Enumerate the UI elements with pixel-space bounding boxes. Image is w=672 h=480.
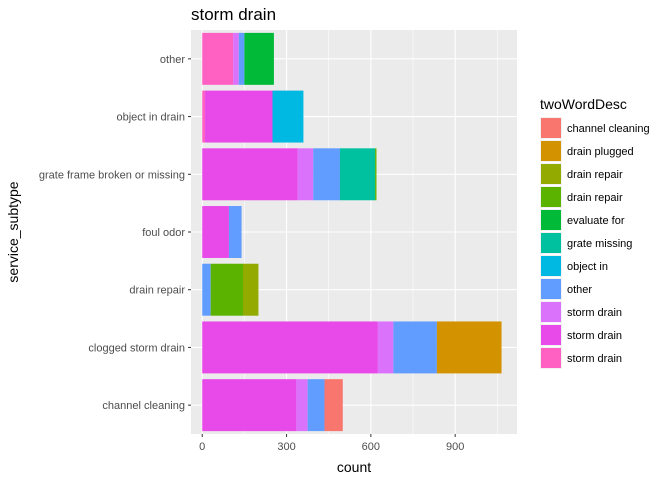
bar-segment (307, 379, 325, 432)
bar-segment (233, 32, 239, 85)
bar-segment (202, 321, 378, 374)
x-tick-label: 300 (277, 441, 295, 453)
legend-label: other (567, 284, 592, 296)
bar-segment (238, 32, 245, 85)
legend-label: storm drain (567, 330, 622, 342)
legend-swatch (541, 141, 561, 161)
chart-title: storm drain (191, 5, 276, 24)
legend-swatch (541, 256, 561, 276)
y-axis-title: service_subtype (5, 181, 21, 282)
bars (202, 32, 502, 432)
x-tick-label: 900 (446, 441, 464, 453)
legend-swatch (541, 210, 561, 230)
y-tick-label: clogged storm drain (88, 342, 185, 354)
bar-segment (313, 148, 340, 201)
legend-label: channel cleaning (567, 123, 650, 135)
bar-segment (324, 379, 343, 432)
legend: twoWordDesc channel cleaning drain plugge… (540, 96, 650, 369)
bar-segment (202, 90, 206, 143)
bar-segment (228, 206, 242, 258)
bar-segment (242, 263, 259, 316)
legend-swatch (541, 118, 561, 138)
y-tick-label: foul odor (142, 227, 185, 239)
bar-segment (377, 321, 394, 374)
bar-segment (202, 206, 229, 258)
legend-swatch (541, 302, 561, 322)
x-tick-label: 600 (362, 441, 380, 453)
bar-segment (202, 379, 297, 432)
bar-segment (436, 321, 502, 374)
bar-segment (297, 148, 314, 201)
bar-segment (393, 321, 437, 374)
y-tick-label: object in drain (117, 112, 186, 124)
legend-swatch (541, 348, 561, 368)
legend-label: drain repair (567, 192, 623, 204)
bar-segment (202, 148, 298, 201)
x-axis-title: count (337, 459, 371, 475)
bar-segment (205, 90, 273, 143)
legend-label: evaluate for (567, 215, 625, 227)
bar-segment (272, 90, 304, 143)
legend-label: drain repair (567, 169, 623, 181)
x-ticks: 0 300 600 900 (199, 434, 464, 453)
legend-label: grate missing (567, 238, 632, 250)
bar-segment (244, 32, 274, 85)
bar-segment (202, 32, 234, 85)
bar-segment (202, 263, 211, 316)
bar-segment (339, 148, 376, 201)
y-ticks: channel cleaning clogged storm drain drain… (39, 54, 191, 412)
y-tick-label: channel cleaning (102, 400, 185, 412)
x-tick-label: 0 (199, 441, 205, 453)
legend-label: drain plugged (567, 146, 634, 158)
legend-title: twoWordDesc (540, 96, 627, 112)
y-tick-label: grate frame broken or missing (39, 169, 185, 181)
bar-segment (210, 263, 243, 316)
legend-swatch (541, 187, 561, 207)
legend-label: storm drain (567, 307, 622, 319)
y-tick-label: drain repair (129, 285, 185, 297)
bar-segment (296, 379, 308, 432)
legend-label: object in (567, 261, 608, 273)
legend-swatch (541, 325, 561, 345)
y-tick-label: other (160, 54, 185, 66)
bar-segment (375, 148, 377, 201)
legend-label: storm drain (567, 353, 622, 365)
legend-swatch (541, 279, 561, 299)
legend-swatch (541, 233, 561, 253)
legend-swatch (541, 164, 561, 184)
